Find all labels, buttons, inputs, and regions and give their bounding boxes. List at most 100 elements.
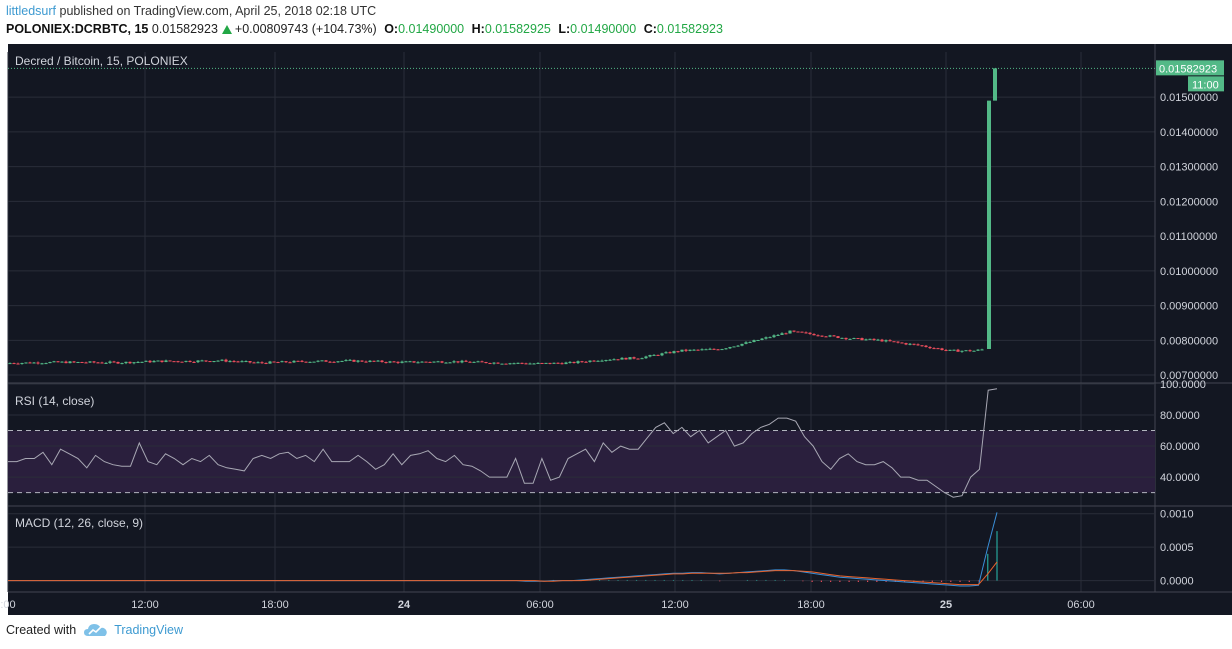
candle [164,360,168,363]
candle [516,362,520,364]
candle [896,341,900,343]
candle [944,350,948,352]
candle [40,363,44,365]
candle [684,349,688,351]
candle [224,359,228,362]
close-value: 0.01582923 [656,22,723,36]
author-link[interactable]: littledsurf [6,4,57,18]
candle [748,342,752,344]
candle [60,361,64,363]
candle [44,363,48,365]
candle [56,361,60,363]
candle [384,362,388,364]
candle [124,361,128,364]
candle [640,358,644,360]
candle [460,360,464,363]
candle [700,349,704,351]
candle [68,361,72,364]
candle [336,361,340,363]
candle [976,349,980,351]
candle [900,342,904,344]
price-axis-tick: 0.01100000 [1160,231,1217,243]
time-axis-tick: 06:00 [526,599,554,611]
candle [296,360,300,362]
candle [560,363,564,365]
price-change: +0.00809743 (+104.73%) [234,22,377,36]
candle [840,337,844,339]
low-label: L: [558,22,571,36]
candle [344,360,348,362]
candle [724,348,728,350]
macd-axis-tick: 0.0010 [1160,509,1194,521]
last-price-tag [1156,60,1224,76]
candle [760,338,764,341]
candle [932,348,936,350]
candle [880,339,884,342]
candle [540,362,544,364]
candle [320,360,324,362]
candle [192,361,196,363]
candle [884,340,888,342]
candle [580,361,584,363]
candle [52,361,56,363]
candle [860,338,864,341]
candle [104,362,108,364]
candle [468,361,472,363]
candle [280,361,284,363]
candle [688,349,692,351]
price-axis-tick: 0.01000000 [1160,266,1218,278]
rsi-axis-tick: 40.0000 [1160,472,1200,484]
candle [24,362,28,364]
candle [424,361,428,363]
candle [372,360,376,362]
candle [100,362,104,364]
macd-axis-tick: 0.0005 [1160,542,1194,554]
candle [824,336,828,338]
candle [340,360,344,362]
candle [792,330,796,332]
candle [452,361,456,363]
candle [376,360,380,362]
candle [428,361,432,363]
candle [400,361,404,363]
candle [128,361,132,364]
candle [768,337,772,339]
candle [84,362,88,364]
time-axis-tick: 12:00 [661,599,689,611]
candle [264,362,268,364]
candle [356,360,360,362]
candle [120,363,124,365]
candle [16,363,20,365]
tradingview-cloud-icon [84,624,107,636]
candle [660,353,664,356]
candle [200,360,204,362]
candle [496,362,500,364]
candle [696,349,700,351]
candle [892,341,896,343]
candle [788,330,792,334]
candle [476,361,480,363]
rsi-axis-tick: 60.0000 [1160,441,1200,453]
candle [328,361,332,363]
tradingview-link[interactable]: TradingView [114,623,183,637]
candle [916,344,920,346]
candle [888,340,892,342]
candle [708,348,712,350]
candle [940,348,944,351]
price-axis-tick: 0.01400000 [1160,127,1218,139]
candle [636,358,640,360]
last-price: 0.01582923 [151,22,218,36]
symbol-label: POLONIEX:DCRBTC, 15 [6,22,149,36]
candle [292,360,296,363]
candle [704,349,708,351]
candle [572,361,576,364]
candle [608,359,612,361]
candle [828,335,832,337]
last-candle [993,68,997,101]
candle [28,362,32,364]
candle [980,349,984,351]
candle [616,359,620,361]
rsi-line [8,388,998,498]
time-axis-tick: 25 [940,599,952,611]
